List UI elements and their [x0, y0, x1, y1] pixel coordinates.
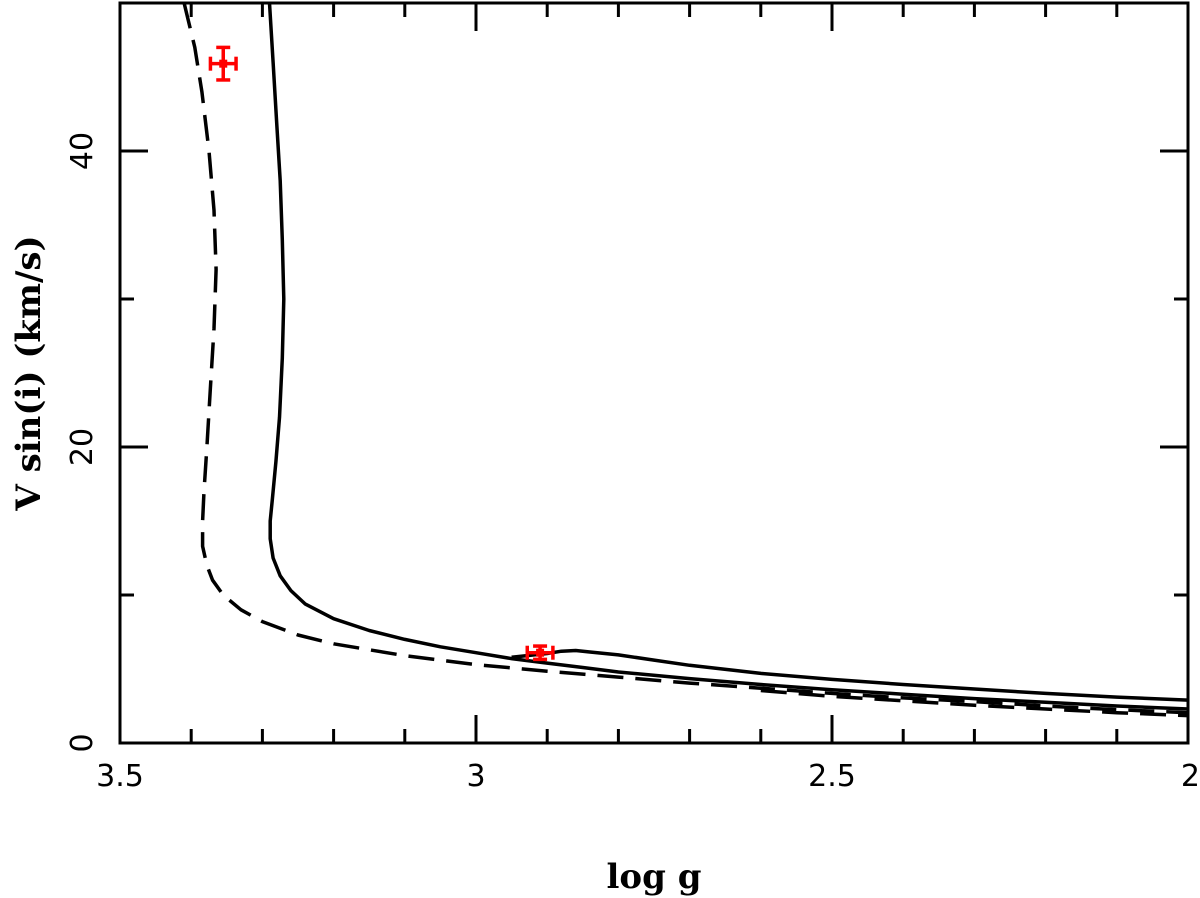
- series-line-4: [760, 688, 1189, 718]
- series-line-1: [267, 2, 1189, 711]
- data-points-group: [208, 45, 555, 662]
- x-tick-label: 2: [1181, 759, 1200, 794]
- x-axis-label: log g: [607, 857, 702, 897]
- y-tick-label: 0: [65, 733, 100, 752]
- plot-frame: [118, 1, 1190, 745]
- y-axis-label: V sin(i) (km/s): [9, 235, 49, 511]
- x-tick-labels: 3.5 3 2.5 2: [96, 759, 1200, 794]
- series-line-2: [511, 648, 1189, 702]
- x-tick-label: 3: [466, 759, 485, 794]
- series-group: [182, 2, 1189, 718]
- y-tick-labels: 0 20 40: [65, 132, 100, 753]
- y-tick-label: 20: [65, 428, 100, 466]
- data-point-2: [525, 644, 555, 662]
- y-tick-label: 40: [65, 132, 100, 170]
- x-tick-label: 2.5: [808, 759, 856, 794]
- axis-ticks: [120, 3, 1188, 743]
- data-point-1: [208, 45, 238, 82]
- series-line-3: [182, 2, 1189, 715]
- x-tick-label: 3.5: [96, 759, 144, 794]
